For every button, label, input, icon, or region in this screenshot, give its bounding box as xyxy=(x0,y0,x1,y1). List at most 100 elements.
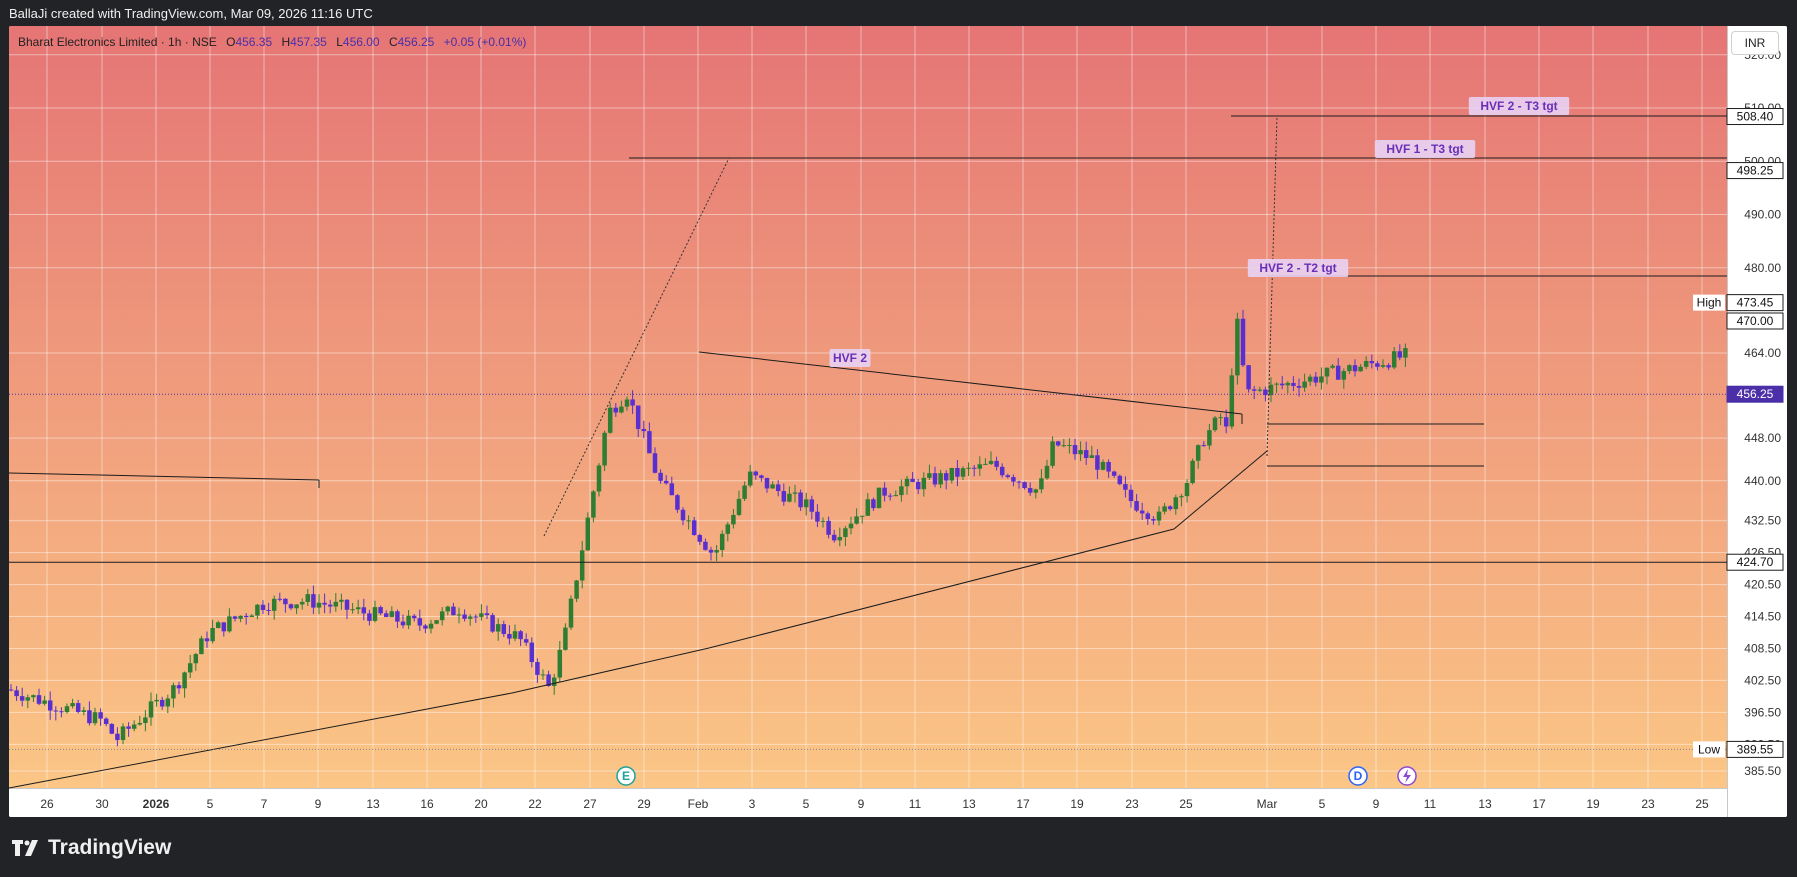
price-tick-label: 408.50 xyxy=(1744,641,1781,655)
price-tag-label: 470.00 xyxy=(1737,314,1774,328)
candle-body xyxy=(271,598,277,611)
candle-body xyxy=(815,511,820,522)
candle-body xyxy=(1235,318,1240,376)
chart-canvas[interactable]: 520.00510.00500.00490.00480.00464.00448.… xyxy=(8,26,1787,817)
candle-body xyxy=(994,460,999,467)
candle-body xyxy=(1218,417,1223,419)
price-tag-bg xyxy=(1726,108,1784,126)
price-axis[interactable] xyxy=(1727,26,1787,817)
low-key: L xyxy=(336,35,343,49)
candle-body xyxy=(523,639,529,643)
candle-body xyxy=(154,699,159,702)
candle-body xyxy=(204,638,210,642)
candle-body xyxy=(826,520,831,535)
candle-body xyxy=(764,477,770,489)
candle-body xyxy=(143,717,148,723)
candle-body xyxy=(1005,475,1011,478)
candle-body xyxy=(658,472,663,481)
candle-body xyxy=(215,622,221,629)
candle-body xyxy=(1307,376,1313,382)
annotation-bg xyxy=(1468,97,1570,115)
candle-body xyxy=(787,493,792,502)
trend-line xyxy=(1173,450,1268,530)
candle-body xyxy=(1022,482,1027,489)
close-value: 456.25 xyxy=(397,35,435,49)
annotation-bg xyxy=(1374,140,1476,158)
candle-body xyxy=(977,464,983,469)
candle-body xyxy=(103,718,109,724)
candle-body xyxy=(1123,484,1128,490)
candle-body xyxy=(607,407,613,433)
currency-button[interactable]: INR xyxy=(1731,31,1779,55)
time-axis[interactable] xyxy=(9,788,1727,817)
candle-body xyxy=(1201,445,1207,447)
candle-body xyxy=(725,524,731,534)
date-tick-label: 11 xyxy=(1424,797,1437,811)
price-tick-label: 385.50 xyxy=(1744,764,1781,778)
candle-body xyxy=(1095,455,1100,470)
price-tag-label: 498.25 xyxy=(1737,164,1774,178)
candle-body xyxy=(669,483,675,496)
candle-body xyxy=(983,463,988,465)
trend-line xyxy=(708,528,1175,649)
candle-body xyxy=(1083,450,1089,458)
date-tick-label: 25 xyxy=(1179,797,1193,811)
candle-body xyxy=(182,672,187,689)
candle-body xyxy=(1151,519,1156,521)
chart-attribution: BallaJi created with TradingView.com, Ma… xyxy=(9,6,373,21)
candle-body xyxy=(59,711,64,713)
price-tick-label: 440.00 xyxy=(1744,474,1781,488)
candle-body xyxy=(232,616,238,619)
candle-body xyxy=(775,484,781,492)
trend-line xyxy=(698,351,1243,415)
candle-body xyxy=(1072,445,1078,455)
candle-body xyxy=(1229,375,1235,427)
open-value: 456.35 xyxy=(235,35,273,49)
price-tag-bg xyxy=(1726,294,1784,312)
candle-body xyxy=(1212,417,1218,431)
candle-body xyxy=(445,606,451,612)
candle-body xyxy=(759,475,764,478)
event-marker-icon[interactable] xyxy=(616,766,636,786)
candle-body xyxy=(1257,389,1263,391)
date-tick-label: 9 xyxy=(858,797,865,811)
candle-body xyxy=(1251,389,1257,391)
candle-body xyxy=(512,631,518,639)
candle-body xyxy=(876,487,882,509)
date-tick-label: 25 xyxy=(1695,797,1709,811)
candle-body xyxy=(1347,365,1352,372)
annotation-label: HVF 2 - T2 tgt xyxy=(1259,261,1336,275)
candle-body xyxy=(1324,367,1330,377)
candle-body xyxy=(938,473,943,485)
candle-body xyxy=(798,492,803,508)
candle-body xyxy=(227,616,232,632)
candle-body xyxy=(294,604,299,609)
candle-body xyxy=(428,623,434,629)
candle-body xyxy=(1386,365,1391,368)
price-tag-bg xyxy=(1726,312,1784,330)
candle-body xyxy=(831,534,837,541)
price-tag-prefix-bg xyxy=(1693,294,1725,311)
candle-body xyxy=(36,695,42,704)
candle-body xyxy=(697,535,703,542)
candle-body xyxy=(1240,318,1246,366)
date-tick-label: 9 xyxy=(1373,797,1380,811)
price-tick-label: 414.50 xyxy=(1744,610,1781,624)
candle-body xyxy=(579,550,585,581)
date-tick-label: 5 xyxy=(1319,797,1326,811)
price-tag-label: 389.55 xyxy=(1737,742,1774,756)
candle-body xyxy=(115,733,120,741)
candle-body xyxy=(893,495,899,497)
close-key: C xyxy=(388,35,398,49)
candle-body xyxy=(367,613,372,621)
candle-body xyxy=(1078,450,1083,455)
date-tick-label: 16 xyxy=(420,797,434,811)
candle-body xyxy=(70,703,75,707)
candle-body xyxy=(8,689,14,691)
price-tag-bg xyxy=(1726,385,1784,403)
date-tick-label: 22 xyxy=(528,797,542,811)
candle-body xyxy=(865,499,871,516)
event-marker-icon[interactable] xyxy=(1348,766,1368,786)
candle-body xyxy=(1246,365,1251,390)
tradingview-logo[interactable]: TradingView xyxy=(12,836,171,860)
